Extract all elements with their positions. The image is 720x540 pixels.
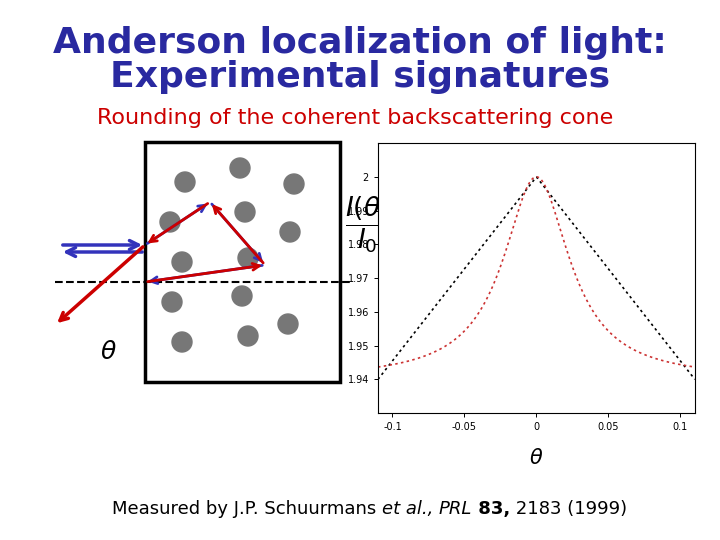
Circle shape — [160, 212, 180, 232]
Text: 83,: 83, — [472, 500, 510, 518]
Circle shape — [284, 174, 304, 194]
Text: Experimental signatures: Experimental signatures — [110, 60, 610, 94]
Text: Rounding of the coherent backscattering cone: Rounding of the coherent backscattering … — [97, 108, 613, 128]
Text: $\theta$: $\theta$ — [99, 340, 117, 364]
Circle shape — [162, 292, 182, 312]
Circle shape — [238, 326, 258, 346]
Text: PRL: PRL — [438, 500, 472, 518]
Bar — [145, 142, 340, 382]
Text: Anderson localization of light:: Anderson localization of light: — [53, 26, 667, 60]
Text: 2183 (1999): 2183 (1999) — [510, 500, 627, 518]
Circle shape — [280, 222, 300, 242]
Text: Measured by J.P. Schuurmans: Measured by J.P. Schuurmans — [112, 500, 382, 518]
Circle shape — [278, 314, 298, 334]
Text: $\theta$: $\theta$ — [529, 448, 544, 468]
Text: $\dfrac{I(\theta)}{I_0}$: $\dfrac{I(\theta)}{I_0}$ — [345, 194, 391, 255]
Circle shape — [175, 172, 195, 192]
Circle shape — [172, 252, 192, 272]
Text: et al.,: et al., — [382, 500, 433, 518]
Circle shape — [235, 202, 255, 222]
Circle shape — [238, 248, 258, 268]
Circle shape — [230, 158, 250, 178]
Circle shape — [232, 286, 252, 306]
Circle shape — [172, 332, 192, 352]
